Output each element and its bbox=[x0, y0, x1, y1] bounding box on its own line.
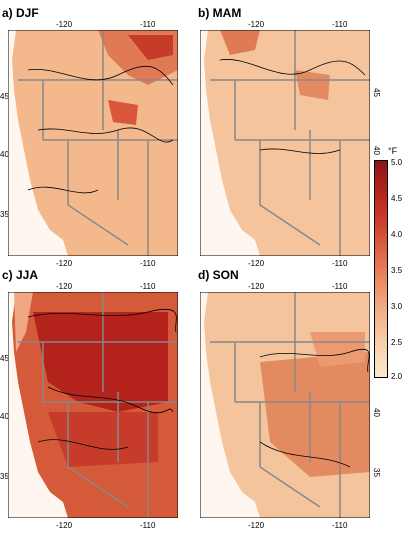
colorbar-tick-4.0: 4.0 bbox=[391, 230, 403, 239]
tick-lon-120-a: -120 bbox=[56, 20, 73, 29]
tick-lon-120-b-bottom: -120 bbox=[248, 259, 265, 268]
tick-lon-120-a-bottom: -120 bbox=[56, 259, 73, 268]
tick-lat-45-b: 45 bbox=[372, 88, 381, 97]
tick-lat-45-a: 45 bbox=[0, 92, 9, 101]
panel-b-title: b) MAM bbox=[198, 6, 242, 20]
tick-lat-35-d: 35 bbox=[372, 468, 381, 477]
tick-lat-40-d: 40 bbox=[372, 408, 381, 417]
tick-lon-110-c-bottom: -110 bbox=[140, 521, 156, 530]
map-panel-djf bbox=[8, 30, 178, 256]
tick-lon-120-b: -120 bbox=[248, 20, 265, 29]
tick-lat-35-c: 35 bbox=[0, 472, 9, 481]
tick-lon-110-b: -110 bbox=[332, 20, 348, 29]
tick-lon-120-d-bottom: -120 bbox=[248, 521, 265, 530]
tick-lat-40-c: 40 bbox=[0, 412, 9, 421]
tick-lon-120-d: -120 bbox=[248, 282, 265, 291]
tick-lon-110-a: -110 bbox=[140, 20, 156, 29]
colorbar-tick-5.0: 5.0 bbox=[391, 158, 403, 167]
tick-lon-120-c-bottom: -120 bbox=[56, 521, 73, 530]
tick-lon-110-a-bottom: -110 bbox=[140, 259, 156, 268]
map-panel-mam bbox=[200, 30, 370, 256]
tick-lon-110-d-bottom: -110 bbox=[332, 521, 348, 530]
tick-lon-120-c: -120 bbox=[56, 282, 73, 291]
map-panel-jja bbox=[8, 292, 178, 518]
tick-lat-35-a: 35 bbox=[0, 210, 9, 219]
tick-lon-110-c: -110 bbox=[140, 282, 156, 291]
colorbar-tick-3.5: 3.5 bbox=[391, 266, 403, 275]
colorbar-tick-2.5: 2.5 bbox=[391, 338, 403, 347]
colorbar-tick-3.0: 3.0 bbox=[391, 302, 403, 311]
map-panel-son bbox=[200, 292, 370, 518]
colorbar-unit: °F bbox=[388, 146, 398, 156]
tick-lon-110-b-bottom: -110 bbox=[332, 259, 348, 268]
tick-lat-40-b: 40 bbox=[372, 146, 381, 155]
tick-lon-110-d: -110 bbox=[332, 282, 348, 291]
panel-d-title: d) SON bbox=[198, 268, 239, 282]
tick-lat-40-a: 40 bbox=[0, 150, 9, 159]
colorbar-tick-2.0: 2.0 bbox=[391, 372, 403, 381]
colorbar-tick-4.5: 4.5 bbox=[391, 194, 403, 203]
panel-a-title: a) DJF bbox=[2, 6, 39, 20]
panel-c-title: c) JJA bbox=[2, 268, 39, 282]
tick-lat-45-c: 45 bbox=[0, 354, 9, 363]
colorbar bbox=[374, 160, 388, 378]
